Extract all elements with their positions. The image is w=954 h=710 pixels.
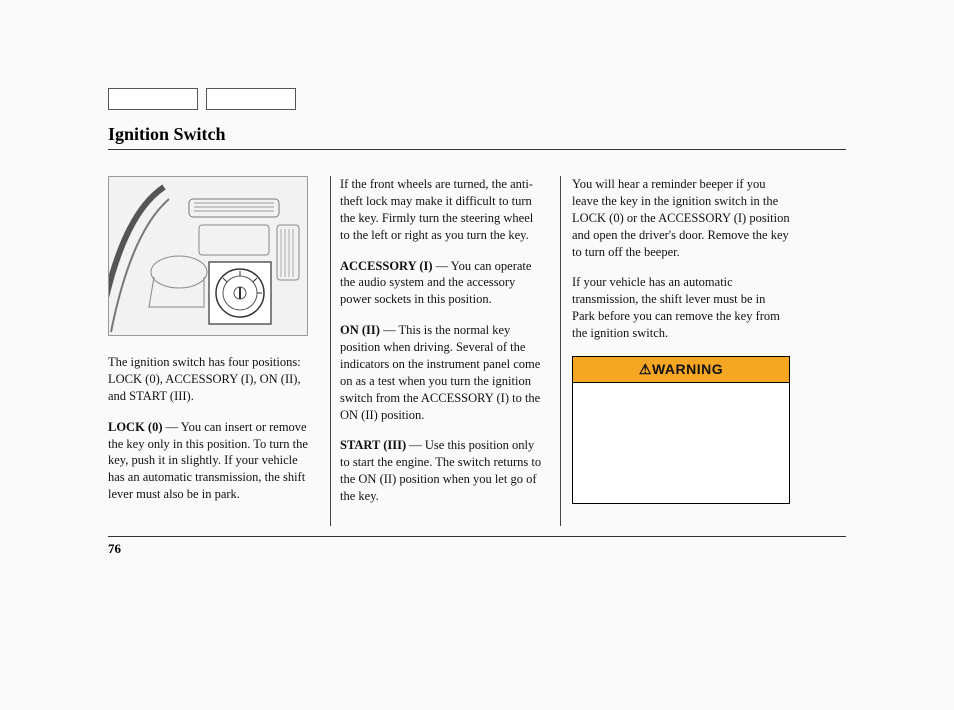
header-tabs bbox=[108, 88, 846, 110]
accessory-paragraph: ACCESSORY (I) — You can operate the audi… bbox=[340, 258, 546, 309]
warning-label: WARNING bbox=[652, 361, 723, 377]
column-3: You will hear a reminder beeper if you l… bbox=[558, 176, 790, 519]
on-paragraph: ON (II) — This is the normal key positio… bbox=[340, 322, 546, 423]
dashboard-line-art bbox=[109, 177, 308, 336]
start-paragraph: START (III) — Use this position only to … bbox=[340, 437, 546, 505]
accessory-lead: ACCESSORY (I) bbox=[340, 259, 433, 273]
content-columns: The ignition switch has four positions: … bbox=[108, 176, 846, 519]
tab-placeholder-1 bbox=[108, 88, 198, 110]
warning-icon: ⚠ bbox=[639, 361, 652, 377]
warning-box: ⚠WARNING bbox=[572, 356, 790, 504]
manual-page: Ignition Switch bbox=[108, 88, 846, 519]
tab-placeholder-2 bbox=[206, 88, 296, 110]
column-1: The ignition switch has four positions: … bbox=[108, 176, 326, 519]
warning-header: ⚠WARNING bbox=[573, 357, 789, 383]
on-lead: ON (II) bbox=[340, 323, 380, 337]
page-number: 76 bbox=[108, 536, 846, 557]
column-2: If the front wheels are turned, the anti… bbox=[326, 176, 558, 519]
page-title: Ignition Switch bbox=[108, 124, 846, 150]
column-divider-1 bbox=[330, 176, 331, 526]
start-lead: START (III) bbox=[340, 438, 406, 452]
lock-paragraph: LOCK (0) — You can insert or remove the … bbox=[108, 419, 314, 503]
column-divider-2 bbox=[560, 176, 561, 526]
on-body: — This is the normal key position when d… bbox=[340, 323, 540, 421]
park-paragraph: If your vehicle has an automatic transmi… bbox=[572, 274, 790, 342]
intro-paragraph: The ignition switch has four positions: … bbox=[108, 354, 314, 405]
ignition-illustration bbox=[108, 176, 308, 336]
warning-body bbox=[573, 383, 789, 503]
beeper-paragraph: You will hear a reminder beeper if you l… bbox=[572, 176, 790, 260]
lock-lead: LOCK (0) bbox=[108, 420, 163, 434]
antitheft-paragraph: If the front wheels are turned, the anti… bbox=[340, 176, 546, 244]
